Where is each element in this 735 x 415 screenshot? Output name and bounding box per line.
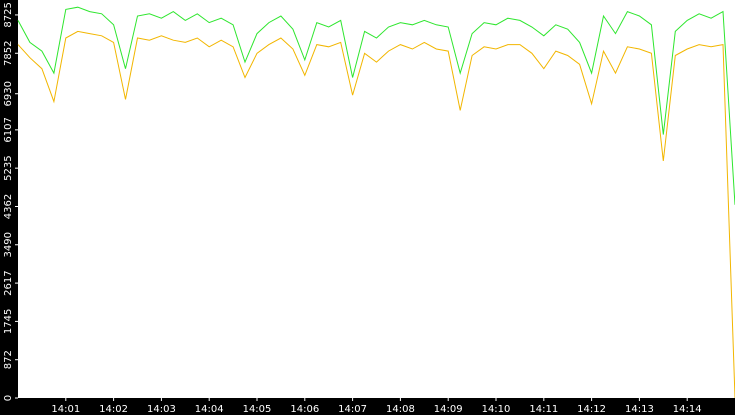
x-tick-label: 14:07 <box>338 404 367 415</box>
x-tick-label: 14:04 <box>195 404 224 415</box>
x-tick-label: 14:03 <box>147 404 176 415</box>
y-tick-label: 1745 <box>3 309 14 334</box>
x-tick-label: 14:05 <box>243 404 272 415</box>
x-tick-label: 14:14 <box>673 404 702 415</box>
x-tick-label: 14:02 <box>99 404 128 415</box>
y-tick-label: 6107 <box>3 117 14 142</box>
y-tick-label: 2617 <box>3 270 14 295</box>
x-tick-label: 14:12 <box>577 404 606 415</box>
y-tick-label: 5235 <box>3 155 14 180</box>
y-tick-label: 0 <box>3 395 14 401</box>
series-line <box>17 6 735 205</box>
y-tick-label: 872 <box>3 350 14 369</box>
y-tick-label: 6930 <box>3 81 14 106</box>
x-tick-label: 14:01 <box>51 404 80 415</box>
plot-area <box>18 0 735 398</box>
x-tick-label: 14:10 <box>482 404 511 415</box>
x-tick-label: 14:06 <box>290 404 319 415</box>
series-line <box>17 30 735 399</box>
y-tick-label: 3490 <box>3 232 14 257</box>
x-tick-label: 14:11 <box>529 404 558 415</box>
y-tick-label: 8725 <box>3 2 14 27</box>
x-tick-label: 14:09 <box>434 404 463 415</box>
x-tick-label: 14:13 <box>625 404 654 415</box>
x-tick-label: 14:08 <box>386 404 415 415</box>
y-tick-label: 4362 <box>3 194 14 219</box>
y-tick-label: 7852 <box>3 41 14 66</box>
